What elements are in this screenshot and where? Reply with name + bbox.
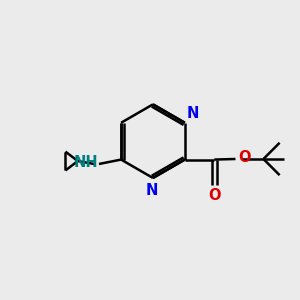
Text: O: O [238, 150, 250, 165]
Text: O: O [208, 188, 220, 203]
Text: N: N [145, 183, 158, 198]
Text: NH: NH [73, 155, 98, 170]
Text: N: N [187, 106, 199, 121]
